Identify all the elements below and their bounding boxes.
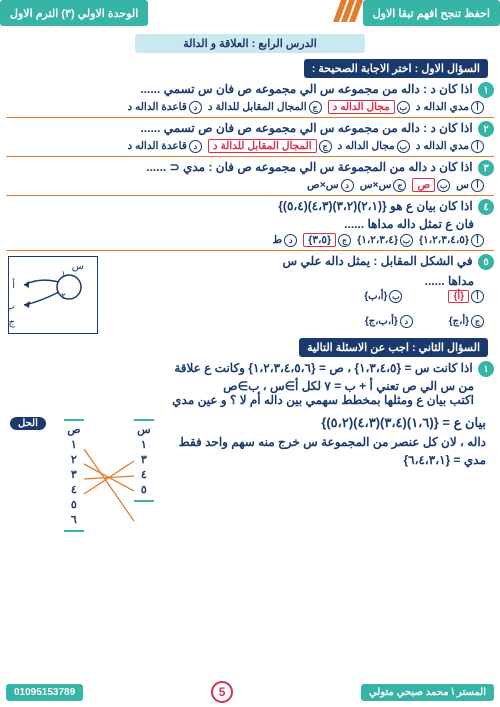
question-2: ٢ اذا كان د : داله من مجموعه س الي مجموع… xyxy=(6,121,494,137)
q3-choices: أس بص جس×س دس×ص xyxy=(6,178,484,192)
page-footer: المستر \ محمد صبحي متولي 5 01095153789 xyxy=(0,677,500,707)
arrow-diagram: س١٣٤٥ ص١٢٣٤٥٦ xyxy=(54,419,164,529)
svg-text:٢: ٢ xyxy=(61,291,66,301)
svg-text:أ: أ xyxy=(12,278,15,291)
svg-text:س: س xyxy=(72,261,84,272)
question-3: ٣ اذا كان د داله من المجموعة س الي مجموع… xyxy=(6,160,494,176)
svg-text:ج: ج xyxy=(9,317,16,328)
q5-diagram: س ١ ٢ أ ب ج xyxy=(8,256,98,334)
orange-stripes xyxy=(337,0,359,22)
question-5: س ١ ٢ أ ب ج ٥ في الشكل المقابل : يمثل دا… xyxy=(6,254,494,336)
q2-choices: أمدي الداله د بمجال الداله د جالمجال الم… xyxy=(6,139,484,153)
teacher-name: المستر \ محمد صبحي متولي xyxy=(361,684,494,701)
content-area: السؤال الاول : اختر الاجابة الصحيحة : ١ … xyxy=(0,57,500,533)
section1-title: السؤال الاول : اختر الاجابة الصحيحة : xyxy=(304,59,488,78)
header-left-tab: الوحدة الاولي (٣) الترم الاول xyxy=(0,0,148,26)
q4-choices: أ{١،٢،٣،٤،٥} ب{١،٢،٣،٤} ج{٣،٥} دط xyxy=(6,233,484,247)
question-4: ٤ اذا كان بيان ع هو {(٢،١)(٣،٢)(٤،٣)(٥،٤… xyxy=(6,199,494,215)
qnum-4: ٤ xyxy=(478,199,494,215)
qnum-5: ٥ xyxy=(478,254,494,270)
svg-text:١: ١ xyxy=(61,269,66,279)
lesson-title: الدرس الرابع : العلاقة و الدالة xyxy=(135,34,365,53)
page-number: 5 xyxy=(211,681,233,703)
header-right-tab: احفظ تنجح افهم تبقا الاول xyxy=(363,0,500,26)
problem-2: ١ اذا كانت س = {١،٣،٤،٥} ، ص = {١،٢،٣،٤،… xyxy=(6,361,494,377)
qnum-2: ٢ xyxy=(478,121,494,137)
svg-text:ب: ب xyxy=(9,301,15,312)
phone-number: 01095153789 xyxy=(6,684,83,701)
q1-choices: أمدي الداله د بمجال الداله د جالمجال الم… xyxy=(6,100,484,114)
qnum-3: ٣ xyxy=(478,160,494,176)
qnum-1: ١ xyxy=(478,82,494,98)
question-1: ١ اذا كان د : داله من مجموعه س الي مجموع… xyxy=(6,82,494,98)
page-header: احفظ تنجح افهم تبقا الاول الوحدة الاولي … xyxy=(0,0,500,32)
q5-choices: أ{أ} ب{أ،ب} ج{أ،ج} د{أ،ب،ج} xyxy=(204,290,484,328)
section2-title: السؤال الثاني : اجب عن الاسئلة التالية xyxy=(299,338,488,357)
solution-badge: الحل xyxy=(10,417,46,430)
